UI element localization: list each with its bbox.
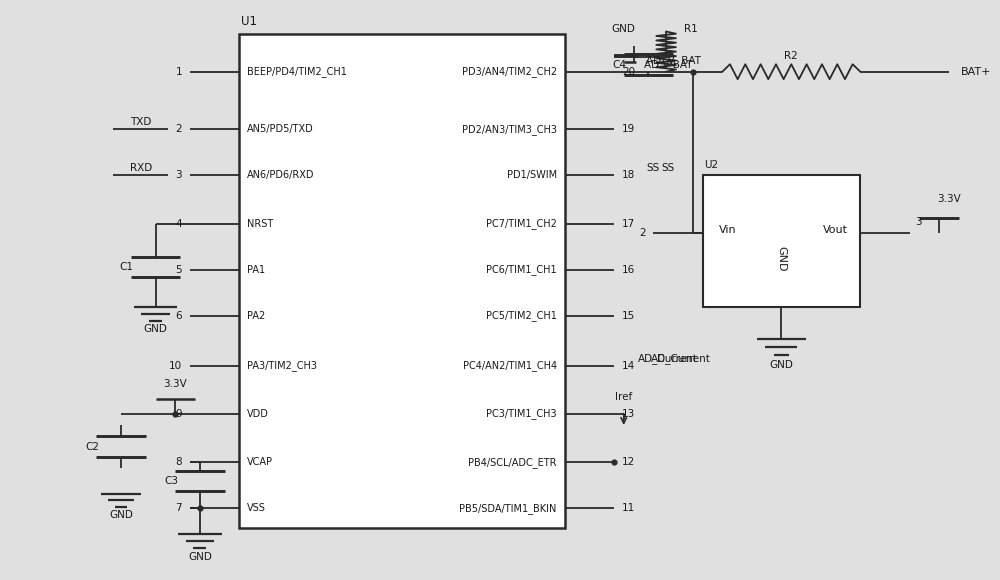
Text: C3: C3 [164,476,178,486]
Text: AD  V  BAT: AD V BAT [646,56,701,66]
Text: 14: 14 [622,361,635,371]
Text: PB4/SCL/ADC_ETR: PB4/SCL/ADC_ETR [468,457,557,468]
Text: Vin: Vin [718,224,736,235]
Text: 10: 10 [169,361,182,371]
Text: Iref: Iref [615,393,632,403]
Text: PC7/TIM1_CH2: PC7/TIM1_CH2 [486,219,557,230]
Text: SS: SS [661,163,675,173]
Text: 16: 16 [622,265,635,275]
Text: PD3/AN4/TIM2_CH2: PD3/AN4/TIM2_CH2 [462,66,557,77]
Text: GND: GND [612,24,636,34]
Text: 13: 13 [622,408,635,419]
Text: 1: 1 [176,67,182,77]
Text: PC5/TIM2_CH1: PC5/TIM2_CH1 [486,310,557,321]
Text: BEEP/PD4/TIM2_CH1: BEEP/PD4/TIM2_CH1 [247,66,347,77]
Text: GND: GND [776,246,786,271]
Text: AN5/PD5/TXD: AN5/PD5/TXD [247,124,314,134]
Text: TXD: TXD [130,117,151,127]
Text: PD2/AN3/TIM3_CH3: PD2/AN3/TIM3_CH3 [462,124,557,135]
Text: 11: 11 [622,503,635,513]
Text: PA2: PA2 [247,311,265,321]
Text: C1: C1 [120,262,134,272]
Text: AN6/PD6/RXD: AN6/PD6/RXD [247,170,315,180]
Text: 5: 5 [176,265,182,275]
Text: SS: SS [647,163,660,173]
Bar [239,34,565,528]
Text: C2: C2 [85,441,99,452]
Text: 17: 17 [622,219,635,229]
Text: VCAP: VCAP [247,458,273,467]
Text: BAT+: BAT+ [961,67,991,77]
Text: AD V BAT: AD V BAT [644,60,692,70]
Text: PC6/TIM1_CH1: PC6/TIM1_CH1 [486,264,557,276]
Text: 15: 15 [622,311,635,321]
Text: GND: GND [144,324,167,334]
Text: PC4/AN2/TIM1_CH4: PC4/AN2/TIM1_CH4 [463,360,557,371]
Text: 9: 9 [176,408,182,419]
Text: 18: 18 [622,170,635,180]
Text: 3.3V: 3.3V [163,379,187,389]
Text: PC3/TIM1_CH3: PC3/TIM1_CH3 [486,408,557,419]
Text: Vout: Vout [823,224,848,235]
Text: GND: GND [769,360,793,369]
Text: 2: 2 [639,227,645,238]
Text: PA3/TIM2_CH3: PA3/TIM2_CH3 [247,360,317,371]
Text: R2: R2 [784,50,798,61]
Text: C4: C4 [613,60,627,70]
Text: AD_Current: AD_Current [651,353,711,364]
Text: RXD: RXD [130,163,152,173]
Text: 20: 20 [622,67,635,77]
Text: PA1: PA1 [247,265,265,275]
Text: U2: U2 [705,160,719,170]
Text: 3: 3 [176,170,182,180]
Text: 12: 12 [622,458,635,467]
Text: 8: 8 [176,458,182,467]
Text: GND: GND [188,552,212,562]
Text: 3: 3 [915,218,922,227]
Text: PD1/SWIM: PD1/SWIM [507,170,557,180]
Text: 6: 6 [176,311,182,321]
Text: 19: 19 [622,124,635,134]
Text: PB5/SDA/TIM1_BKIN: PB5/SDA/TIM1_BKIN [459,503,557,514]
Text: AD_Current: AD_Current [638,353,698,364]
Bar [703,175,860,307]
Text: NRST: NRST [247,219,273,229]
Text: R1: R1 [684,24,698,34]
Text: 7: 7 [176,503,182,513]
Text: 2: 2 [176,124,182,134]
Text: 3.3V: 3.3V [937,194,961,204]
Text: VDD: VDD [247,408,269,419]
Text: 4: 4 [176,219,182,229]
Text: VSS: VSS [247,503,266,513]
Text: U1: U1 [241,15,257,28]
Text: GND: GND [109,510,133,520]
